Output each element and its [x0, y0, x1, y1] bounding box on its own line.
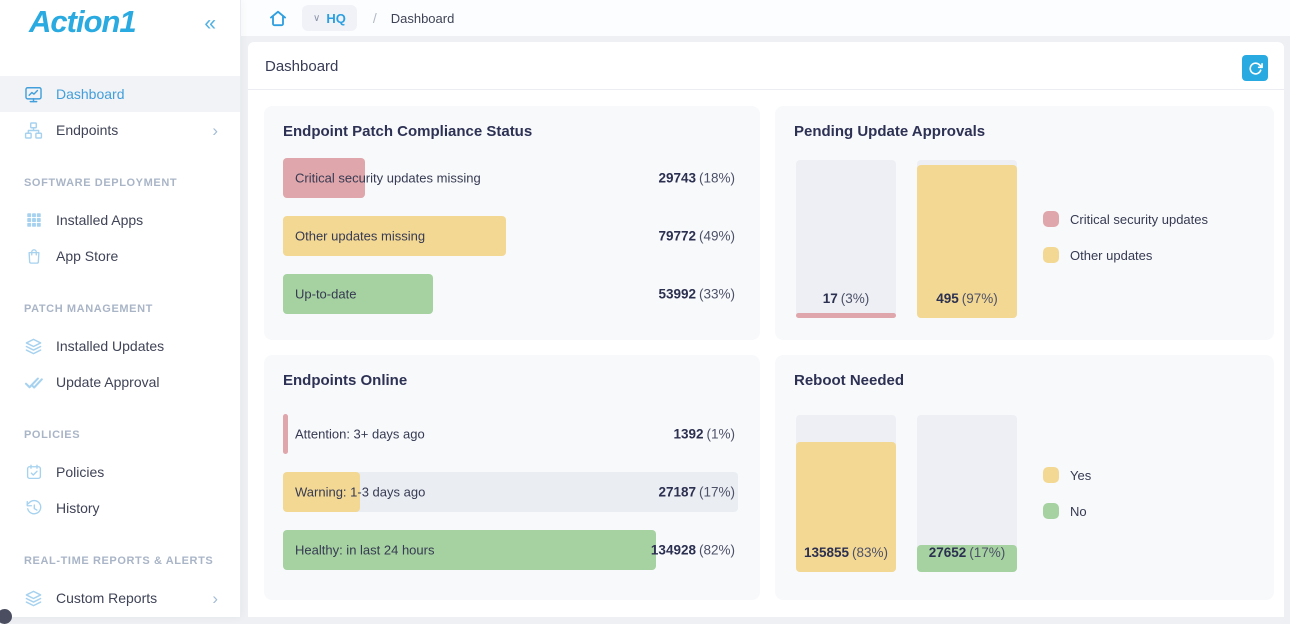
topbar: ∨ HQ / Dashboard: [240, 0, 1290, 36]
legend-reboot-yes: Yes: [1043, 467, 1091, 483]
page-title: Dashboard: [265, 58, 338, 75]
vbar-value: 135855(83%): [796, 545, 896, 560]
bar-row-warning[interactable]: Warning: 1-3 days ago 27187(17%): [283, 472, 738, 512]
legend-label: Critical security updates: [1070, 212, 1208, 227]
update-approval-icon: [24, 373, 43, 392]
sidebar-section-policies: POLICIES: [24, 429, 80, 441]
bar-value: 53992(33%): [658, 287, 735, 302]
legend-label: Other updates: [1070, 248, 1152, 263]
sidebar-section-reports-alerts: REAL-TIME REPORTS & ALERTS: [24, 555, 213, 567]
sidebar-item-endpoints[interactable]: Endpoints ›: [0, 112, 240, 148]
sidebar-item-label: Endpoints: [56, 122, 118, 138]
policies-icon: [24, 463, 43, 482]
vbar-critical-updates[interactable]: 17(3%): [796, 160, 896, 318]
breadcrumb: ∨ HQ / Dashboard: [268, 0, 454, 36]
home-button[interactable]: [268, 8, 288, 28]
sidebar-item-history[interactable]: History: [0, 490, 240, 526]
sidebar-item-label: App Store: [56, 248, 118, 264]
bar-row-up-to-date[interactable]: Up-to-date 53992(33%): [283, 274, 738, 314]
sidebar-collapse-icon[interactable]: «: [204, 13, 216, 34]
sidebar-item-label: Policies: [56, 464, 104, 480]
legend-swatch: [1043, 467, 1059, 483]
sidebar-item-installed-apps[interactable]: Installed Apps: [0, 202, 240, 238]
bar-row-attention[interactable]: Attention: 3+ days ago 1392(1%): [283, 414, 738, 454]
bar-value: 1392(1%): [673, 427, 735, 442]
sidebar-item-installed-updates[interactable]: Installed Updates: [0, 328, 240, 364]
sidebar-item-update-approval[interactable]: Update Approval: [0, 364, 240, 400]
card-title: Pending Update Approvals: [794, 123, 985, 140]
bar-label: Warning: 1-3 days ago: [295, 485, 425, 500]
bar-label: Other updates missing: [295, 229, 425, 244]
org-selector[interactable]: ∨ HQ: [302, 5, 357, 31]
legend-label: Yes: [1070, 468, 1091, 483]
vbar-value: 495(97%): [917, 291, 1017, 306]
sidebar-item-dashboard[interactable]: Dashboard: [0, 76, 240, 112]
legend-other-updates: Other updates: [1043, 247, 1152, 263]
bar-value: 134928(82%): [651, 543, 735, 558]
legend-critical-updates: Critical security updates: [1043, 211, 1208, 227]
breadcrumb-separator: /: [373, 10, 377, 26]
card-endpoints-online: Endpoints Online Attention: 3+ days ago …: [264, 355, 760, 600]
bar-label: Attention: 3+ days ago: [295, 427, 425, 442]
vbar-other-updates[interactable]: 495(97%): [917, 160, 1017, 318]
breadcrumb-page: Dashboard: [391, 11, 455, 26]
bar-value: 79772(49%): [658, 229, 735, 244]
chevron-down-icon: ∨: [313, 13, 320, 24]
refresh-icon: [1248, 61, 1263, 76]
legend-swatch: [1043, 503, 1059, 519]
card-title: Reboot Needed: [794, 372, 904, 389]
vbar-reboot-no[interactable]: 27652(17%): [917, 415, 1017, 572]
bar-label: Healthy: in last 24 hours: [295, 543, 434, 558]
chevron-right-icon: ›: [212, 122, 218, 139]
sidebar-item-label: Dashboard: [56, 86, 125, 102]
custom-reports-icon: [24, 589, 43, 608]
sidebar-item-label: History: [56, 500, 100, 516]
card-title: Endpoints Online: [283, 372, 407, 389]
sidebar: Action1 « Dashboard Endpoints › SOFTWARE…: [0, 0, 241, 617]
sidebar-item-custom-reports[interactable]: Custom Reports ›: [0, 580, 240, 616]
vbar-value: 17(3%): [796, 291, 896, 306]
installed-updates-icon: [24, 337, 43, 356]
sidebar-section-software-deployment: SOFTWARE DEPLOYMENT: [24, 177, 177, 189]
card-pending-approvals: Pending Update Approvals 17(3%) 495(97%)…: [775, 106, 1274, 340]
chevron-right-icon: ›: [212, 590, 218, 607]
vbar-reboot-yes[interactable]: 135855(83%): [796, 415, 896, 572]
sidebar-item-app-store[interactable]: App Store: [0, 238, 240, 274]
bar-value: 29743(18%): [658, 171, 735, 186]
panel-header: Dashboard: [248, 42, 1284, 90]
bar-label: Up-to-date: [295, 287, 356, 302]
vbar-value: 27652(17%): [917, 545, 1017, 560]
legend-label: No: [1070, 504, 1087, 519]
bar-label: Critical security updates missing: [295, 171, 481, 186]
bar-row-critical-missing[interactable]: Critical security updates missing 29743(…: [283, 158, 738, 198]
sidebar-item-label: Update Approval: [56, 374, 160, 390]
refresh-button[interactable]: [1242, 55, 1268, 81]
legend-swatch: [1043, 247, 1059, 263]
legend-reboot-no: No: [1043, 503, 1087, 519]
history-icon: [24, 499, 43, 518]
vbar-fill: [796, 313, 896, 318]
action1-logo[interactable]: Action1: [29, 4, 136, 40]
home-icon: [268, 8, 288, 28]
endpoints-icon: [24, 121, 43, 140]
sidebar-section-patch-management: PATCH MANAGEMENT: [24, 303, 153, 315]
bar-row-healthy[interactable]: Healthy: in last 24 hours 134928(82%): [283, 530, 738, 570]
card-title: Endpoint Patch Compliance Status: [283, 123, 532, 140]
app-store-icon: [24, 247, 43, 266]
card-patch-compliance: Endpoint Patch Compliance Status Critica…: [264, 106, 760, 340]
bar-row-other-missing[interactable]: Other updates missing 79772(49%): [283, 216, 738, 256]
org-name: HQ: [326, 11, 346, 26]
sidebar-item-label: Installed Updates: [56, 338, 164, 354]
installed-apps-icon: [24, 211, 43, 230]
legend-swatch: [1043, 211, 1059, 227]
main-panel: Dashboard Endpoint Patch Compliance Stat…: [248, 42, 1284, 617]
sidebar-item-label: Custom Reports: [56, 590, 157, 606]
sidebar-item-policies[interactable]: Policies: [0, 454, 240, 490]
card-reboot-needed: Reboot Needed 135855(83%) 27652(17%) Yes…: [775, 355, 1274, 600]
dashboard-icon: [24, 85, 43, 104]
sidebar-item-label: Installed Apps: [56, 212, 143, 228]
bar-value: 27187(17%): [658, 485, 735, 500]
bar-attention: [283, 414, 288, 454]
